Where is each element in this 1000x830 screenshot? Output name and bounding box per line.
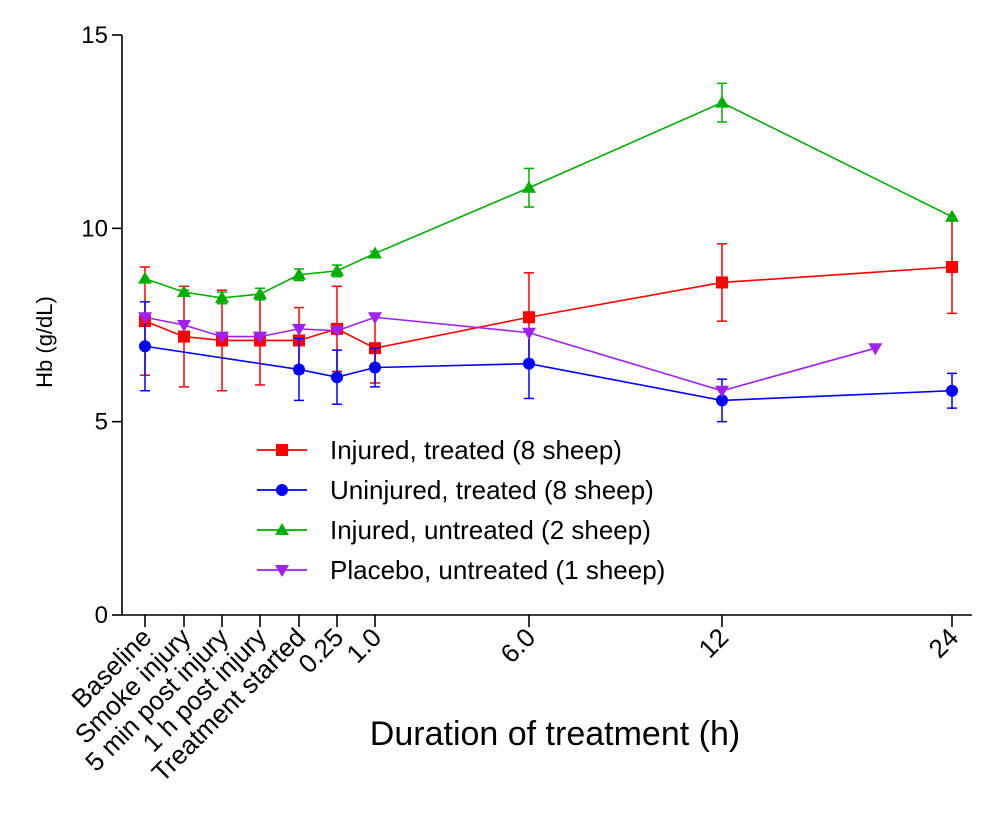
data-point <box>368 312 382 325</box>
data-point <box>523 357 535 370</box>
data-point <box>946 384 958 397</box>
legend-marker <box>276 484 288 496</box>
series-layer <box>138 82 959 423</box>
data-point <box>369 361 381 374</box>
data-point <box>139 340 151 353</box>
y-tick-label: 5 <box>95 409 108 436</box>
legend-item: Injured, treated (8 sheep) <box>257 435 622 465</box>
x-tick-label: 6.0 <box>494 622 541 669</box>
x-tick-label: 1.0 <box>340 622 387 669</box>
data-point <box>330 263 344 276</box>
data-point <box>253 331 267 344</box>
series-line <box>144 345 953 402</box>
data-point <box>522 180 536 193</box>
legend-item: Placebo, untreated (1 sheep) <box>257 555 665 585</box>
data-point <box>138 271 152 284</box>
x-tick-label: 24 <box>923 622 965 664</box>
legend-label: Injured, untreated (2 sheep) <box>330 515 651 545</box>
series-line <box>144 316 876 392</box>
x-tick-label: 12 <box>693 622 735 664</box>
data-point <box>715 385 729 398</box>
legend-marker <box>275 565 289 577</box>
data-point <box>253 287 267 300</box>
data-point <box>138 312 152 325</box>
data-point <box>178 330 190 343</box>
y-tick-label: 15 <box>81 22 108 49</box>
data-point <box>715 95 729 108</box>
data-point <box>945 209 959 222</box>
data-point <box>522 327 536 340</box>
legend: Injured, treated (8 sheep) Uninjured, tre… <box>257 435 665 585</box>
legend-label: Uninjured, treated (8 sheep) <box>330 475 654 505</box>
data-point <box>293 363 305 376</box>
data-point <box>215 290 229 303</box>
legend-label: Placebo, untreated (1 sheep) <box>330 555 665 585</box>
series-line <box>144 101 953 299</box>
data-point <box>177 320 191 332</box>
x-tick-label: 0.25 <box>292 622 349 679</box>
data-point <box>523 311 535 324</box>
series-4 <box>138 312 883 398</box>
data-point <box>946 261 958 273</box>
legend-marker <box>276 444 288 456</box>
series-2 <box>139 301 958 423</box>
data-point <box>292 267 306 280</box>
series-3 <box>138 82 959 305</box>
data-point <box>716 394 728 407</box>
legend-item: Injured, untreated (2 sheep) <box>257 515 651 545</box>
legend-marker <box>275 523 289 535</box>
data-point <box>716 276 728 289</box>
data-point <box>177 285 191 298</box>
data-point <box>215 331 229 344</box>
y-tick-label: 10 <box>81 215 108 242</box>
data-point <box>330 325 344 338</box>
data-point <box>292 323 306 336</box>
data-point <box>368 246 382 259</box>
data-point <box>331 371 343 384</box>
legend-label: Injured, treated (8 sheep) <box>330 435 622 465</box>
y-axis-title: Hb (g/dL) <box>32 296 57 388</box>
series-1 <box>139 219 958 392</box>
data-point <box>868 343 883 356</box>
legend-item: Uninjured, treated (8 sheep) <box>257 475 654 505</box>
y-tick-label: 0 <box>95 602 108 629</box>
series-line <box>144 266 953 350</box>
x-axis-title: Duration of treatment (h) <box>370 715 740 753</box>
